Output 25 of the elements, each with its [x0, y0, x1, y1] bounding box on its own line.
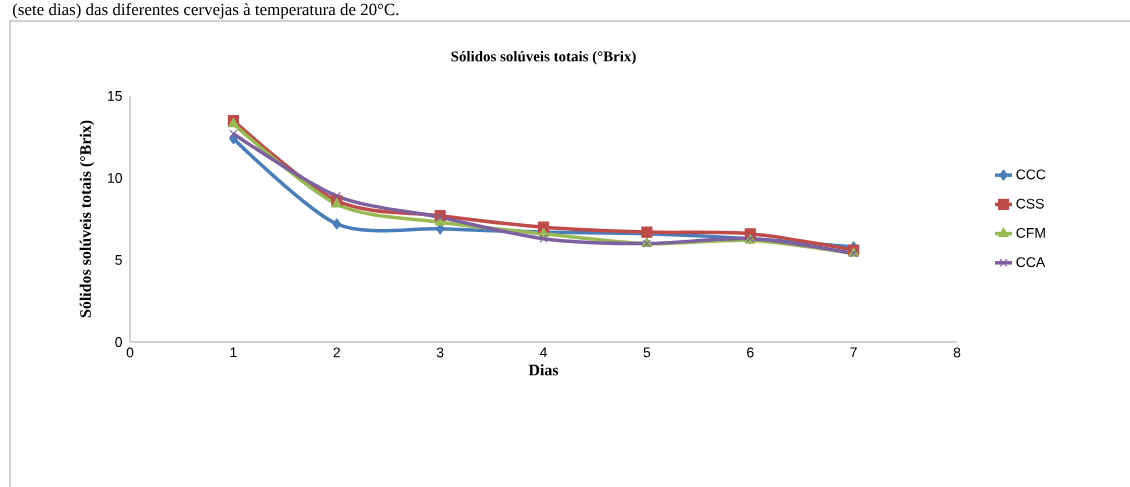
- x-tick-label: 7: [850, 347, 857, 358]
- point: [332, 191, 341, 201]
- x-tick-label: 0: [126, 347, 134, 358]
- x-axis-title: Dias: [528, 364, 559, 376]
- legend-label: CFM: [1016, 227, 1045, 238]
- y-tick-label: 15: [108, 91, 122, 101]
- y-axis-title: Sólidos solúveis totais (°Brix): [79, 120, 95, 318]
- x-tick-label: 5: [643, 347, 651, 358]
- y-tick-label: 5: [115, 255, 122, 265]
- y-tick-label: 0: [115, 337, 122, 347]
- x-tick-label: 4: [539, 347, 547, 358]
- point: [229, 129, 238, 138]
- x-tick-label: 3: [436, 347, 444, 358]
- point: [332, 218, 342, 230]
- point: [539, 234, 548, 243]
- y-tick-label: 10: [108, 173, 122, 183]
- text: (sete dias) das diferentes cervejas à temperatura de 20°C.: [12, 3, 399, 19]
- legend-label: CCA: [1016, 257, 1046, 268]
- chart-title: Sólidos solúveis totais (°Brix): [451, 50, 636, 65]
- x-tick-label: 2: [333, 347, 340, 358]
- legend-label: CCC: [1016, 169, 1046, 180]
- x-tick-label: 1: [230, 347, 237, 358]
- x-tick-label: 6: [747, 347, 754, 358]
- x-tick-label: 8: [953, 347, 961, 358]
- legend-label: CSS: [1016, 198, 1044, 209]
